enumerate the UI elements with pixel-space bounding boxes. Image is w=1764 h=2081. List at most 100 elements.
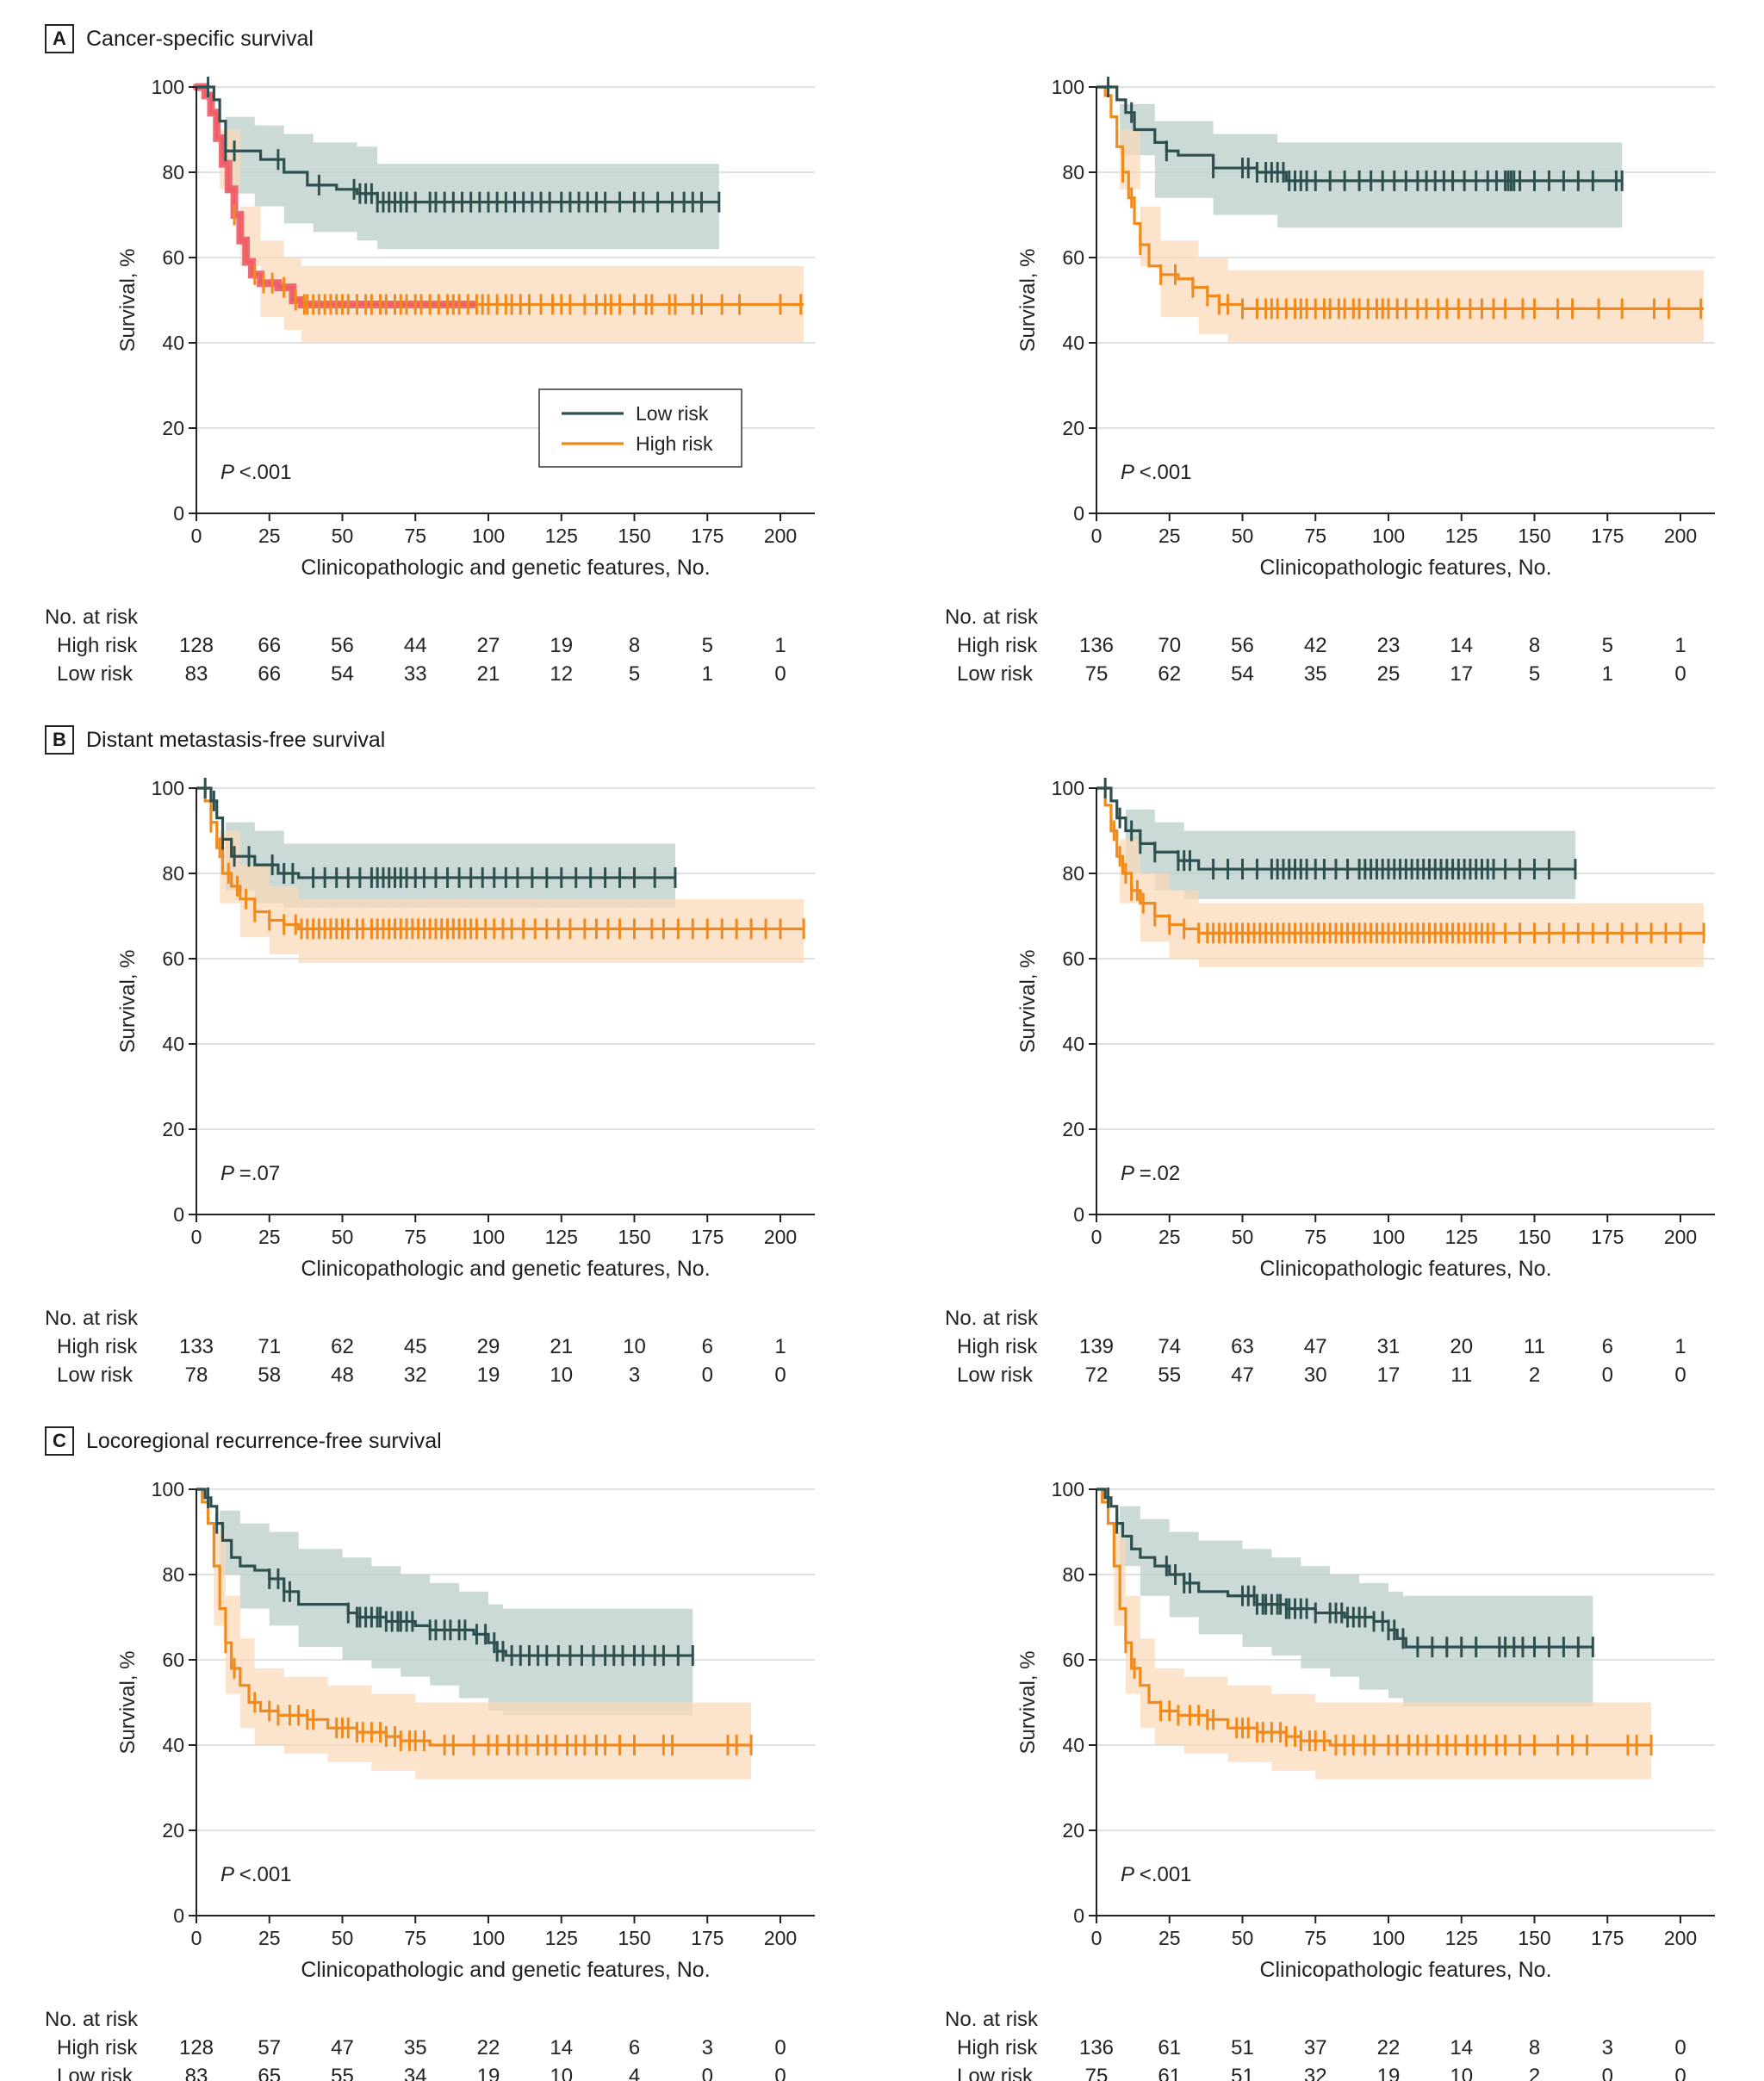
at-risk-value-low: 33 [404, 662, 427, 686]
x-tick-label: 100 [1372, 525, 1405, 547]
at-risk-value-high: 133 [179, 1335, 214, 1358]
at-risk-row-label-low: Low risk [957, 662, 1034, 686]
y-tick-label: 60 [1062, 947, 1084, 970]
section-label-c: C Locoregional recurrence-free survival [45, 1426, 442, 1456]
at-risk-value-high: 128 [179, 2036, 214, 2059]
x-tick-label: 175 [691, 1927, 724, 1949]
at-risk-value-low: 75 [1085, 2065, 1109, 2081]
p-value-label: P <.001 [1121, 1863, 1192, 1886]
x-tick-label: 125 [545, 1927, 578, 1949]
p-value-label: P =.07 [220, 1162, 280, 1185]
x-tick-label: 75 [404, 525, 426, 547]
x-tick-label: 125 [1445, 525, 1478, 547]
at-risk-value-low: 17 [1450, 662, 1473, 686]
at-risk-value-high: 5 [1602, 634, 1613, 657]
survival-curve-low-risk [196, 85, 719, 204]
at-risk-value-high: 6 [702, 1335, 713, 1358]
at-risk-value-high: 56 [1231, 634, 1254, 657]
y-tick-label: 100 [1052, 76, 1084, 98]
at-risk-value-high: 3 [1602, 2036, 1613, 2059]
at-risk-value-high: 136 [1079, 634, 1114, 657]
at-risk-value-low: 55 [1158, 1364, 1181, 1387]
at-risk-value-high: 0 [1674, 2036, 1686, 2059]
at-risk-value-high: 8 [1529, 2036, 1540, 2059]
at-risk-value-high: 20 [1450, 1335, 1473, 1358]
at-risk-value-high: 70 [1158, 634, 1181, 657]
at-risk-value-high: 29 [477, 1335, 500, 1358]
x-tick-label: 0 [191, 1226, 202, 1248]
y-tick-label: 80 [162, 161, 184, 183]
y-tick-label: 0 [173, 1203, 184, 1226]
at-risk-value-high: 57 [258, 2036, 281, 2059]
y-tick-label: 60 [162, 947, 184, 970]
y-tick-label: 80 [162, 1563, 184, 1586]
at-risk-value-high: 1 [774, 634, 786, 657]
y-tick-label: 40 [1062, 1734, 1084, 1756]
at-risk-value-high: 6 [1602, 1335, 1613, 1358]
x-tick-label: 150 [1518, 1226, 1550, 1248]
at-risk-value-high: 0 [774, 2036, 786, 2059]
x-tick-label: 125 [545, 525, 578, 547]
x-tick-label: 200 [764, 525, 797, 547]
at-risk-value-high: 19 [550, 634, 573, 657]
y-tick-label: 80 [162, 862, 184, 885]
p-value-label: P <.001 [1121, 461, 1192, 484]
y-tick-label: 100 [152, 1478, 184, 1500]
section-letter-b: B [45, 725, 74, 755]
x-tick-label: 75 [404, 1226, 426, 1248]
x-tick-label: 0 [1091, 525, 1102, 547]
at-risk-row-label-high: High risk [957, 2036, 1038, 2059]
at-risk-value-low: 34 [404, 2065, 427, 2081]
ci-band-high-risk [196, 87, 804, 343]
y-tick-label: 0 [173, 502, 184, 525]
y-tick-label: 60 [1062, 246, 1084, 269]
x-tick-label: 200 [1664, 1226, 1697, 1248]
at-risk-value-high: 1 [1674, 634, 1686, 657]
at-risk-value-high: 44 [404, 634, 427, 657]
x-tick-label: 150 [618, 1927, 650, 1949]
at-risk-value-high: 136 [1079, 2036, 1114, 2059]
ci-band-high-risk [1096, 87, 1705, 347]
at-risk-value-high: 27 [477, 634, 500, 657]
at-risk-value-low: 35 [1304, 662, 1327, 686]
at-risk-value-low: 5 [1529, 662, 1540, 686]
at-risk-value-low: 58 [258, 1364, 281, 1387]
x-tick-label: 100 [1372, 1927, 1405, 1949]
at-risk-value-low: 2 [1529, 2065, 1540, 2081]
at-risk-value-low: 1 [702, 662, 713, 686]
at-risk-value-high: 1 [1674, 1335, 1686, 1358]
at-risk-value-low: 0 [1674, 2065, 1686, 2081]
y-tick-label: 40 [1062, 332, 1084, 354]
x-tick-label: 175 [1591, 1226, 1624, 1248]
at-risk-value-low: 11 [1450, 1364, 1472, 1387]
y-tick-label: 20 [1062, 1118, 1084, 1140]
x-tick-label: 0 [191, 1927, 202, 1949]
x-tick-label: 150 [1518, 525, 1550, 547]
at-risk-value-low: 75 [1085, 662, 1109, 686]
at-risk-value-low: 54 [1231, 662, 1254, 686]
at-risk-row-label-low: Low risk [57, 1364, 134, 1387]
x-tick-label: 125 [545, 1226, 578, 1248]
x-tick-label: 150 [1518, 1927, 1550, 1949]
at-risk-value-low: 0 [1602, 2065, 1613, 2081]
at-risk-value-high: 31 [1377, 1335, 1401, 1358]
at-risk-value-low: 55 [331, 2065, 354, 2081]
at-risk-value-low: 48 [331, 1364, 354, 1387]
y-axis-label: Survival, % [116, 248, 140, 351]
at-risk-value-low: 10 [1450, 2065, 1473, 2081]
y-tick-label: 100 [152, 777, 184, 799]
at-risk-value-low: 61 [1158, 2065, 1181, 2081]
y-tick-label: 40 [1062, 1033, 1084, 1055]
at-risk-heading: No. at risk [945, 2008, 1039, 2031]
at-risk-value-high: 8 [629, 634, 640, 657]
at-risk-value-low: 0 [774, 1364, 786, 1387]
y-tick-label: 100 [152, 76, 184, 98]
ci-band-low-risk [1096, 87, 1623, 228]
ci-band-low-risk [1096, 788, 1575, 908]
at-risk-value-low: 78 [185, 1364, 208, 1387]
x-axis-label: Clinicopathologic and genetic features, … [301, 556, 710, 580]
x-tick-label: 100 [1372, 1226, 1405, 1248]
p-value-label: P =.02 [1121, 1162, 1180, 1185]
